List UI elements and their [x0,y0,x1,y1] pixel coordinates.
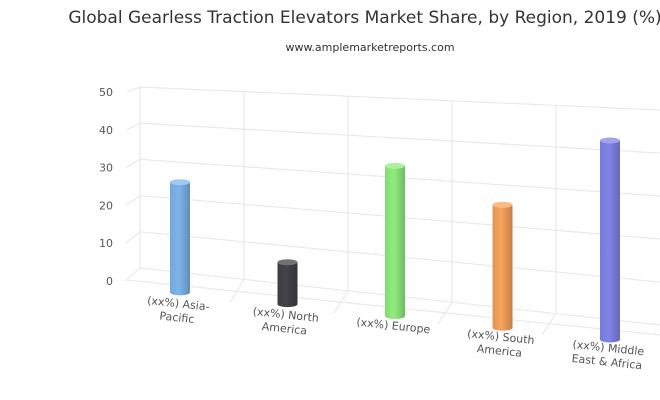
bar-top [170,179,190,186]
x-category-label: (xx%) SouthAmerica [465,327,535,361]
side-gridline [125,195,141,206]
side-gridline [126,122,141,131]
x-category-label: (xx%) MiddleEast & Africa [570,338,645,372]
y-tick-label: 20 [99,199,113,212]
y-axis-ticks: 0 10 20 30 40 50 [99,86,113,288]
x-category-label: (xx%) Europe [356,316,431,337]
y-tick-label: 0 [106,275,113,288]
bar-top [385,162,405,169]
side-gridline [126,86,141,93]
x-category-label: (xx%) NorthAmerica [251,305,320,339]
bar-body [600,140,620,343]
bar [170,179,190,296]
bar-top [277,259,298,266]
bar-body [385,165,405,319]
side-gridline [125,231,141,244]
y-tick-label: 40 [99,124,113,137]
gridline [139,122,660,154]
bar [600,137,620,343]
bar-body [170,182,190,296]
bar-top [492,201,513,208]
chart-subtitle: www.amplemarketreports.com [285,41,454,54]
bar [277,259,298,308]
bar-top [600,137,620,144]
floor-divider [541,313,557,336]
gridline [139,86,660,111]
bar-body [277,262,298,308]
x-category-label: (xx%) Asia-Pacific [145,294,210,327]
y-tick-label: 30 [99,162,113,175]
chart-title: Global Gearless Traction Elevators Marke… [68,8,660,28]
side-gridline [125,158,141,169]
bar [492,201,513,331]
bar [385,162,405,319]
y-tick-label: 10 [99,237,113,250]
side-gridline [124,267,141,282]
y-tick-label: 50 [99,86,113,99]
bars [170,137,620,343]
bar-body [492,204,513,331]
